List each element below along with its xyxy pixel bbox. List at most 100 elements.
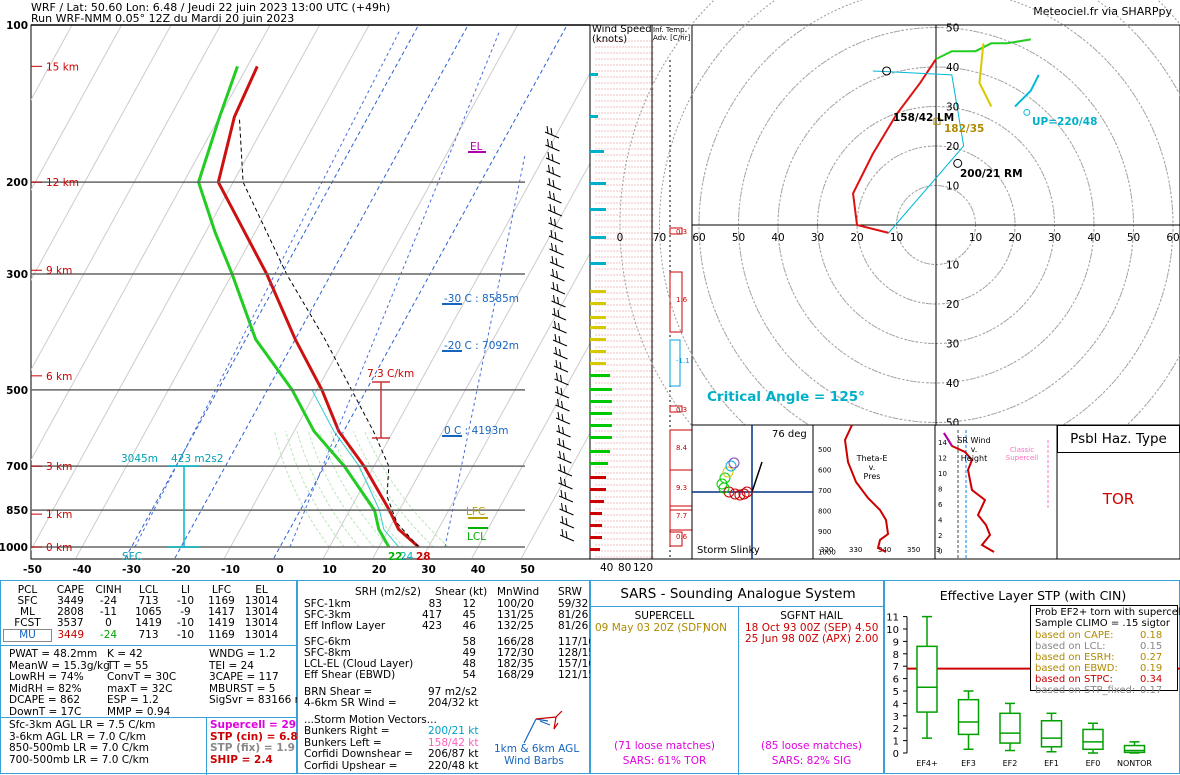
stp-category: EF4+ (916, 759, 937, 768)
ws-tick-40: 40 (600, 562, 613, 574)
ws-bar (590, 338, 606, 341)
stp-box (1042, 721, 1062, 747)
adv-value: 0.3 (676, 228, 687, 236)
hazard-value: TOR (1057, 490, 1180, 508)
temp-tick: 30 (421, 564, 436, 576)
hodo-xtick: 30 (1048, 232, 1061, 244)
ws-bar (590, 115, 598, 118)
slinky-deg: 76 deg (772, 429, 807, 440)
hodo-ytick: 20 (946, 141, 959, 153)
sr46-label: 4-6km SR Wind = (304, 698, 397, 710)
kin-cell: Eff Shear (EBWD) (304, 670, 395, 682)
hodo-xtick: 40 (1087, 232, 1100, 244)
hodo-ytick: 40 (946, 62, 959, 74)
thetae-xtick: 330 (849, 546, 862, 554)
kin-cell: 132/25 (497, 621, 534, 633)
ws-bar (590, 462, 608, 465)
sars-sc-loose: (71 loose matches) (591, 741, 738, 753)
ws-bar (590, 488, 606, 491)
stp-ytick: 11 (886, 613, 899, 624)
thetae-ytick: 800 (818, 508, 831, 516)
lapse-label: 7.3 C/km (367, 368, 414, 380)
ws-bar (590, 362, 606, 365)
hodo-ytick: 50 (946, 23, 959, 35)
hodo-xtick: 30 (811, 232, 824, 244)
height-label: 3 km (46, 461, 72, 473)
srwind-ytick: 0 (938, 548, 942, 556)
hodo-ytick: 20 (946, 299, 959, 311)
thetae-ytick: 600 (818, 467, 831, 475)
sars-hail-match: 25 Jun 98 00Z (APX) (745, 634, 851, 646)
stp-ytick: 5 (893, 687, 899, 698)
temp-tick: -10 (221, 564, 240, 576)
stp-box (959, 700, 979, 735)
hodo-xtick: 50 (732, 232, 745, 244)
adv-value: 8.4 (676, 444, 688, 452)
stp-category: EF1 (1044, 759, 1059, 768)
sr46-value: 204/32 kt (428, 698, 478, 710)
kin-cell: Eff Inflow Layer (304, 621, 385, 633)
ws-bar (590, 424, 612, 427)
hodo-xtick: 40 (771, 232, 784, 244)
temp-tick: 40 (471, 564, 486, 576)
hodo-xtick: 70 (653, 232, 666, 244)
kin-header-shear: Shear (kt) (435, 587, 487, 599)
srwind-ytick: 14 (938, 439, 947, 447)
adv-value: 7.7 (676, 512, 687, 520)
pressure-label: 700 (6, 461, 28, 473)
sars-panel: SARS - Sounding Analogue System SUPERCEL… (590, 580, 884, 774)
ws-tick-120: 120 (633, 562, 653, 574)
pressure-label: 1000 (0, 542, 28, 554)
temp-tick: -20 (172, 564, 191, 576)
el-label: EL (470, 141, 482, 153)
pressure-label: 500 (6, 385, 28, 397)
ws-bar (590, 524, 602, 527)
lcl-label: LCL (467, 531, 486, 543)
ws-bar (590, 500, 604, 503)
kin-cell: 423 (398, 621, 442, 633)
sars-title: SARS - Sounding Analogue System (591, 586, 885, 602)
sars-hail-sig: SARS: 82% SIG (738, 756, 885, 768)
stp-ytick: 6 (893, 675, 899, 686)
thetae-ytick: 500 (818, 446, 831, 454)
ws-bar (590, 236, 606, 239)
stp-category: EF2 (1003, 759, 1018, 768)
stp-category: NONTOR (1117, 759, 1152, 768)
kin-cell: 81/26 (558, 621, 588, 633)
height-label: 15 km (46, 61, 79, 73)
ws-tick-80: 80 (618, 562, 631, 574)
stp-box (1083, 729, 1103, 749)
hodo-xtick: 50 (1127, 232, 1140, 244)
kinematics-panel: SRH (m2/s2) Shear (kt) MnWind SRW SFC-1k… (297, 580, 590, 774)
slinky-label: Storm Slinky (697, 545, 760, 556)
adv-value: 0.3 (676, 406, 687, 414)
stp-ytick: 4 (893, 699, 899, 710)
temp-tick: 0 (276, 564, 283, 576)
hodo-ytick: 40 (946, 378, 959, 390)
eff-srh-label: 423 m2s2 (171, 453, 223, 465)
srwind-ytick: 10 (938, 470, 947, 478)
ws-bar (590, 182, 606, 185)
ws-bar (590, 374, 610, 377)
hodo-xtick: 0 (617, 232, 624, 244)
kin-header-srh: SRH (m2/s2) (355, 587, 421, 599)
ws-bar (590, 326, 606, 329)
hodo-ytick: 30 (946, 339, 959, 351)
ws-bar (590, 400, 612, 403)
adv-value: 1.6 (676, 296, 688, 304)
ws-bar (590, 536, 602, 539)
hodo-xtick: 10 (890, 232, 903, 244)
kin-cell: 46 (438, 621, 476, 633)
stp-ytick: 2 (893, 724, 899, 735)
hodo-ytick: 10 (946, 181, 959, 193)
srwind-ytick: 4 (938, 517, 943, 525)
stp-ytick: 8 (893, 650, 899, 661)
eff-base-label: 3045m (121, 453, 158, 465)
